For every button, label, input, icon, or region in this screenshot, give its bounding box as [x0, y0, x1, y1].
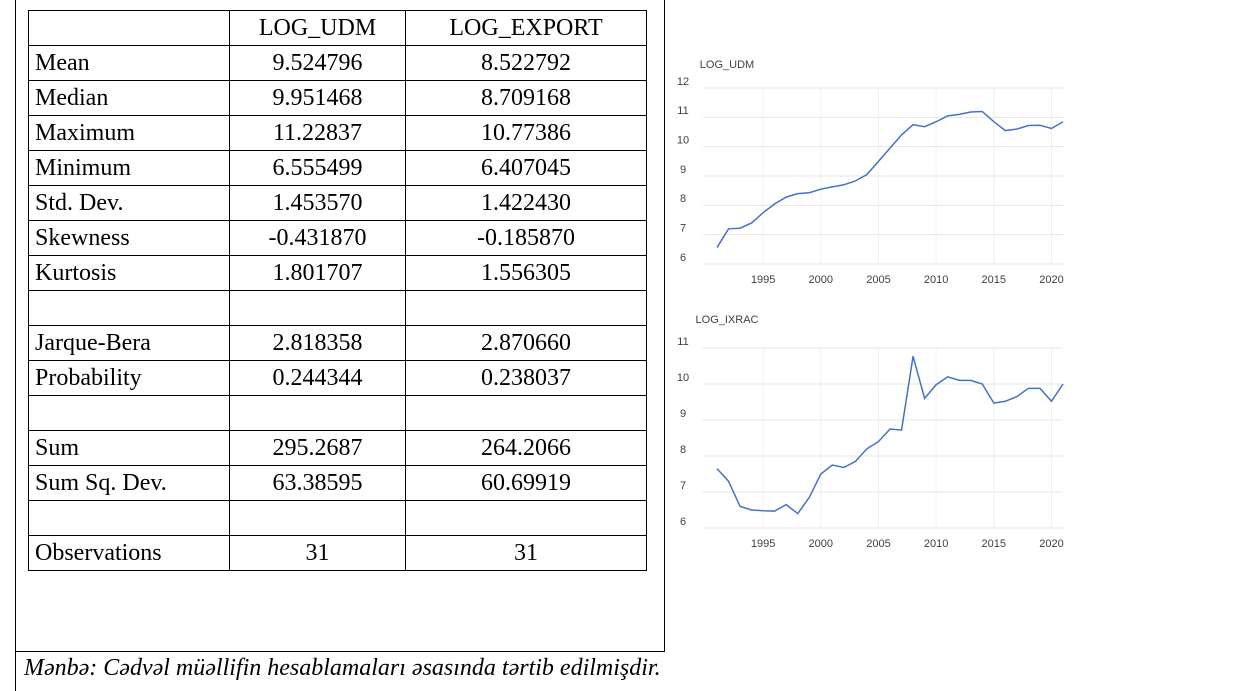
y-tick-label: 7 — [680, 223, 686, 235]
cell: Minimum — [28, 150, 230, 186]
cell — [28, 10, 230, 46]
data-row: Mean 9.524796 8.522792 — [28, 45, 647, 81]
cell: 6.555499 — [229, 150, 406, 186]
y-tick-label: 9 — [680, 164, 686, 176]
cell: 9.524796 — [229, 45, 406, 81]
cell: 264.2066 — [405, 430, 647, 466]
cell: -0.431870 — [229, 220, 406, 256]
cell: 1.453570 — [229, 185, 406, 221]
cell: 2.870660 — [405, 325, 647, 361]
cell: 295.2687 — [229, 430, 406, 466]
x-tick-label: 2020 — [1039, 538, 1063, 550]
cell — [405, 500, 647, 536]
cell: Median — [28, 80, 230, 116]
cell: 2.818358 — [229, 325, 406, 361]
cell: -0.185870 — [405, 220, 647, 256]
x-tick-label: 2020 — [1039, 274, 1063, 286]
data-row: Skewness -0.431870 -0.185870 — [28, 220, 647, 256]
cell: 60.69919 — [405, 465, 647, 501]
cell: 11.22837 — [229, 115, 406, 151]
cell — [405, 290, 647, 326]
cell: 0.244344 — [229, 360, 406, 396]
y-tick-label: 8 — [680, 193, 686, 205]
data-line — [716, 110, 1064, 248]
data-row: Sum 295.2687 264.2066 — [28, 430, 647, 466]
y-tick-label: 6 — [680, 252, 686, 264]
y-tick-label: 6 — [680, 516, 686, 528]
cell: 9.951468 — [229, 80, 406, 116]
blank-row — [28, 290, 647, 326]
cell — [28, 395, 230, 431]
data-row: Sum Sq. Dev. 63.38595 60.69919 — [28, 465, 647, 501]
cell — [28, 500, 230, 536]
cell: Std. Dev. — [28, 185, 230, 221]
cell: Maximum — [28, 115, 230, 151]
cell: Kurtosis — [28, 255, 230, 291]
y-tick-label: 11 — [677, 105, 688, 117]
cell: 1.556305 — [405, 255, 647, 291]
cell: 31 — [405, 535, 647, 571]
y-tick-label: 11 — [677, 336, 688, 348]
data-row: Median 9.951468 8.709168 — [28, 80, 647, 116]
y-tick-label: 10 — [677, 372, 689, 384]
cell — [229, 395, 406, 431]
data-row: Jarque-Bera 2.818358 2.870660 — [28, 325, 647, 361]
chart-title: LOG_IXRAC — [696, 314, 759, 326]
cell: Observations — [28, 535, 230, 571]
cell: 10.77386 — [405, 115, 647, 151]
stats-table: LOG_UDM LOG_EXPORT Mean 9.524796 8.522792 Med… — [28, 10, 647, 571]
caption: Mənbə: Cədvəl müəllifin hesablamaları əs… — [24, 655, 661, 681]
cell: Mean — [28, 45, 230, 81]
cell: Probability — [28, 360, 230, 396]
x-tick-label: 2015 — [982, 538, 1006, 550]
cell: 1.422430 — [405, 185, 647, 221]
cell — [28, 290, 230, 326]
cell: 6.407045 — [405, 150, 647, 186]
blank-row — [28, 500, 647, 536]
data-row: Maximum 11.22837 10.77386 — [28, 115, 647, 151]
cell: 1.801707 — [229, 255, 406, 291]
x-tick-label: 2015 — [982, 274, 1006, 286]
data-row: Std. Dev. 1.453570 1.422430 — [28, 185, 647, 221]
cell: 31 — [229, 535, 406, 571]
x-tick-label: 2000 — [809, 274, 833, 286]
data-row: Probability 0.244344 0.238037 — [28, 360, 647, 396]
x-tick-label: 2010 — [924, 538, 948, 550]
blank-row — [28, 395, 647, 431]
x-tick-label: 2000 — [809, 538, 833, 550]
x-tick-label: 2005 — [866, 274, 890, 286]
cell: 8.709168 — [405, 80, 647, 116]
data-row: Minimum 6.555499 6.407045 — [28, 150, 647, 186]
cell: LOG_EXPORT — [405, 10, 647, 46]
header-row: LOG_UDM LOG_EXPORT — [28, 10, 647, 46]
x-tick-label: 1995 — [751, 274, 775, 286]
x-tick-label: 1995 — [751, 538, 775, 550]
cell: Sum — [28, 430, 230, 466]
cell — [405, 395, 647, 431]
y-tick-label: 10 — [677, 135, 689, 147]
y-tick-label: 7 — [680, 480, 686, 492]
cell: 63.38595 — [229, 465, 406, 501]
data-line — [716, 356, 1064, 515]
cell: LOG_UDM — [229, 10, 406, 46]
y-tick-label: 9 — [680, 408, 686, 420]
cell: Skewness — [28, 220, 230, 256]
cell: Sum Sq. Dev. — [28, 465, 230, 501]
y-tick-label: 12 — [677, 76, 689, 88]
y-tick-label: 8 — [680, 444, 686, 456]
data-row: Observations 31 31 — [28, 535, 647, 571]
charts: LOG_UDM 6 7 8 9 10 11 12 1995 2000 2005 2010 2015 202… — [677, 59, 1064, 550]
cell — [229, 500, 406, 536]
x-tick-label: 2010 — [924, 274, 948, 286]
frame — [15, 0, 665, 652]
frame — [15, 651, 1253, 691]
x-tick-label: 2005 — [866, 538, 890, 550]
cell: 0.238037 — [405, 360, 647, 396]
cell: 8.522792 — [405, 45, 647, 81]
cell — [229, 290, 406, 326]
chart-title: LOG_UDM — [700, 59, 754, 71]
cell: Jarque-Bera — [28, 325, 230, 361]
data-row: Kurtosis 1.801707 1.556305 — [28, 255, 647, 291]
